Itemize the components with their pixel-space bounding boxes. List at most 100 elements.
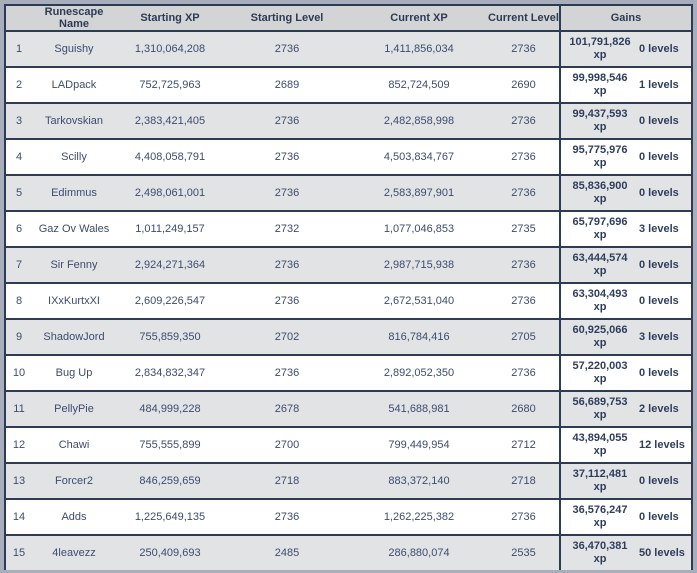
gains-inner: 56,689,753 xp 2 levels bbox=[561, 392, 691, 426]
cell-gains: 99,998,546 xp 1 levels bbox=[559, 68, 691, 102]
gains-xp-value: 99,998,546 xp bbox=[561, 72, 639, 98]
cell-name: Sguishy bbox=[54, 43, 94, 55]
cell-current-level: 2736 bbox=[511, 151, 536, 163]
cell-name: Chawi bbox=[58, 439, 90, 451]
cell-current-xp: 883,372,140 bbox=[388, 475, 450, 487]
cell-starting-level: 2485 bbox=[274, 547, 300, 559]
table-row: 6 Gaz Ov Wales 1,011,249,157 2732 1,077,046,… bbox=[6, 210, 691, 246]
gains-xp-value: 36,470,381 xp bbox=[561, 540, 639, 566]
cell-gains: 37,112,481 xp 0 levels bbox=[559, 464, 691, 498]
cell-current-xp: 2,583,897,901 bbox=[383, 187, 455, 199]
gains-xp-number: 37,112,481 bbox=[572, 468, 628, 480]
cell-name: Adds bbox=[61, 511, 87, 523]
gains-xp-unit: xp bbox=[593, 445, 607, 457]
table-header-row: Runescape Name Starting XP Starting Level C… bbox=[6, 6, 691, 30]
gains-inner: 36,576,247 xp 0 levels bbox=[561, 500, 691, 534]
cell-gains: 36,576,247 xp 0 levels bbox=[559, 500, 691, 534]
cell-rank: 10 bbox=[12, 367, 26, 379]
gains-xp-value: 57,220,003 xp bbox=[561, 360, 639, 386]
gains-xp-unit: xp bbox=[593, 517, 607, 529]
cell-current-level: 2705 bbox=[511, 331, 536, 343]
gains-levels: 0 levels bbox=[639, 43, 679, 55]
header-cell-name: Runescape Name bbox=[44, 6, 104, 30]
cell-name: Edimmus bbox=[51, 187, 97, 199]
gains-xp-number: 85,836,900 bbox=[572, 180, 628, 192]
gains-levels: 0 levels bbox=[639, 511, 679, 523]
cell-gains: 99,437,593 xp 0 levels bbox=[559, 104, 691, 138]
gains-xp-number: 95,775,976 bbox=[572, 144, 628, 156]
cell-current-level: 2735 bbox=[511, 223, 536, 235]
gains-levels: 2 levels bbox=[639, 403, 679, 415]
cell-current-xp: 4,503,834,767 bbox=[383, 151, 455, 163]
gains-xp-unit: xp bbox=[593, 157, 607, 169]
cell-gains: 95,775,976 xp 0 levels bbox=[559, 140, 691, 174]
table-row: 8 IXxKurtxXI 2,609,226,547 2736 2,672,531,04… bbox=[6, 282, 691, 318]
gains-levels: 0 levels bbox=[639, 259, 679, 271]
table-row: 12 Chawi 755,555,899 2700 799,449,954 2712 43,… bbox=[6, 426, 691, 462]
cell-starting-level: 2689 bbox=[274, 79, 300, 91]
cell-current-xp: 852,724,509 bbox=[388, 79, 450, 91]
cell-current-xp: 2,892,052,350 bbox=[383, 367, 455, 379]
cell-starting-xp: 755,555,899 bbox=[139, 439, 201, 451]
cell-starting-level: 2736 bbox=[274, 115, 300, 127]
gains-inner: 60,925,066 xp 3 levels bbox=[561, 320, 691, 354]
cell-starting-level: 2718 bbox=[274, 475, 300, 487]
gains-xp-value: 65,797,696 xp bbox=[561, 216, 639, 242]
gains-xp-unit: xp bbox=[593, 85, 607, 97]
cell-current-xp: 1,411,856,034 bbox=[384, 43, 454, 55]
cell-current-level: 2712 bbox=[511, 439, 536, 451]
gains-xp-value: 85,836,900 xp bbox=[561, 180, 639, 206]
cell-starting-level: 2736 bbox=[274, 187, 300, 199]
gains-inner: 36,470,381 xp 50 levels bbox=[561, 536, 691, 570]
cell-rank: 15 bbox=[12, 547, 26, 559]
cell-rank: 3 bbox=[15, 115, 23, 127]
cell-starting-level: 2736 bbox=[274, 43, 300, 55]
cell-gains: 63,304,493 xp 0 levels bbox=[559, 284, 691, 318]
cell-name: IXxKurtxXI bbox=[48, 295, 100, 307]
gains-levels: 0 levels bbox=[639, 115, 679, 127]
gains-xp-number: 60,925,066 bbox=[572, 324, 628, 336]
gains-xp-value: 101,791,826 xp bbox=[561, 36, 639, 62]
table-row: 5 Edimmus 2,498,061,001 2736 2,583,897,901 27… bbox=[6, 174, 691, 210]
cell-name: PellyPie bbox=[54, 403, 94, 415]
cell-current-level: 2718 bbox=[511, 475, 536, 487]
gains-levels: 0 levels bbox=[639, 295, 679, 307]
header-cell-starting-xp: Starting XP bbox=[140, 12, 200, 24]
cell-starting-level: 2736 bbox=[274, 259, 300, 271]
cell-starting-xp: 484,999,228 bbox=[139, 403, 201, 415]
cell-rank: 5 bbox=[15, 187, 23, 199]
cell-rank: 8 bbox=[15, 295, 23, 307]
cell-current-level: 2535 bbox=[511, 547, 536, 559]
gains-inner: 85,836,900 xp 0 levels bbox=[561, 176, 691, 210]
gains-inner: 57,220,003 xp 0 levels bbox=[561, 356, 691, 390]
cell-current-level: 2736 bbox=[511, 187, 536, 199]
gains-xp-number: 57,220,003 bbox=[572, 360, 628, 372]
cell-gains: 65,797,696 xp 3 levels bbox=[559, 212, 691, 246]
gains-xp-value: 95,775,976 xp bbox=[561, 144, 639, 170]
cell-current-level: 2736 bbox=[511, 43, 536, 55]
cell-current-level: 2736 bbox=[511, 259, 536, 271]
cell-name: Scilly bbox=[61, 151, 87, 163]
header-cell-current-level: Current Level bbox=[488, 12, 559, 24]
cell-current-level: 2736 bbox=[511, 295, 536, 307]
gains-xp-number: 101,791,826 bbox=[569, 36, 631, 48]
gains-levels: 1 levels bbox=[639, 79, 679, 91]
cell-rank: 1 bbox=[15, 43, 23, 55]
gains-inner: 99,998,546 xp 1 levels bbox=[561, 68, 691, 102]
cell-starting-xp: 755,859,350 bbox=[139, 331, 201, 343]
cell-starting-xp: 846,259,659 bbox=[139, 475, 201, 487]
table-row: 3 Tarkovskian 2,383,421,405 2736 2,482,858,9… bbox=[6, 102, 691, 138]
gains-xp-number: 99,437,593 bbox=[572, 108, 628, 120]
gains-xp-unit: xp bbox=[593, 229, 607, 241]
gains-xp-number: 63,304,493 bbox=[572, 288, 628, 300]
table-row: 14 Adds 1,225,649,135 2736 1,262,225,382 2736… bbox=[6, 498, 691, 534]
cell-starting-level: 2702 bbox=[274, 331, 300, 343]
cell-current-level: 2680 bbox=[511, 403, 536, 415]
cell-rank: 4 bbox=[15, 151, 23, 163]
cell-starting-xp: 1,011,249,157 bbox=[135, 223, 205, 235]
cell-starting-xp: 2,498,061,001 bbox=[134, 187, 206, 199]
gains-inner: 95,775,976 xp 0 levels bbox=[561, 140, 691, 174]
gains-xp-unit: xp bbox=[593, 553, 607, 565]
cell-starting-level: 2736 bbox=[274, 367, 300, 379]
gains-xp-value: 56,689,753 xp bbox=[561, 396, 639, 422]
